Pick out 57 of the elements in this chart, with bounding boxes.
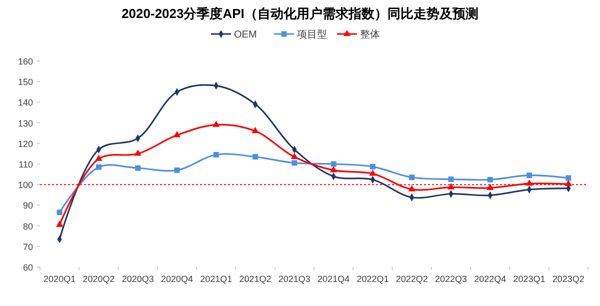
point (290, 152, 298, 160)
point (95, 154, 102, 161)
point (370, 164, 376, 170)
x-tick-label: 2023Q2 (552, 274, 584, 284)
x-tick-label: 2022Q3 (434, 274, 468, 284)
x-tick-label: 2022Q1 (356, 274, 389, 284)
x-tick-label: 2020Q4 (160, 274, 194, 284)
point (252, 126, 259, 134)
point (56, 210, 62, 216)
y-tick-label: 80 (22, 221, 33, 232)
x-tick-label: 2022Q2 (396, 274, 428, 284)
x-tick-label: 2023Q1 (513, 274, 546, 284)
point (135, 165, 141, 171)
point (566, 175, 572, 181)
y-tick-label: 70 (22, 242, 33, 252)
point (213, 152, 219, 158)
point (173, 131, 181, 138)
x-tick-label: 2020Q2 (82, 274, 115, 284)
point (174, 167, 180, 173)
legend-label: 项目型 (297, 28, 327, 40)
point (330, 161, 336, 167)
y-tick-label: 150 (18, 77, 33, 88)
x-tick-label: 2021Q2 (239, 274, 272, 284)
point (369, 170, 376, 176)
point (408, 185, 416, 192)
x-tick-label: 2020Q3 (122, 274, 154, 284)
point (330, 166, 338, 172)
point (564, 180, 572, 186)
point (56, 220, 64, 227)
point (292, 160, 298, 166)
x-tick-label: 2022Q4 (474, 274, 506, 284)
point (212, 120, 220, 127)
x-tick-label: 2021Q3 (278, 274, 310, 284)
point (409, 174, 415, 180)
point (487, 176, 493, 182)
y-tick-label: 140 (18, 98, 33, 108)
point (134, 150, 142, 156)
chart-title: 2020-2023分季度API（自动化用户需求指数）同比走势及预测 (122, 6, 478, 21)
y-tick-label: 60 (22, 262, 33, 272)
y-tick-label: 90 (22, 200, 33, 211)
y-tick-label: 130 (18, 118, 33, 128)
point (526, 172, 532, 178)
y-tick-label: 160 (18, 56, 33, 66)
point (448, 176, 454, 182)
x-tick-label: 2021Q4 (318, 274, 350, 284)
y-tick-label: 120 (18, 138, 33, 149)
point (96, 164, 102, 170)
y-tick-label: 100 (18, 180, 33, 190)
x-tick-label: 2021Q1 (200, 274, 232, 284)
legend-label: 整体 (360, 28, 380, 40)
point (486, 184, 494, 190)
point (252, 154, 258, 160)
legend-label: OEM (234, 30, 257, 40)
y-tick-label: 110 (18, 160, 33, 170)
x-tick-label: 2020Q1 (44, 274, 76, 284)
point (526, 179, 533, 186)
point (447, 183, 455, 190)
